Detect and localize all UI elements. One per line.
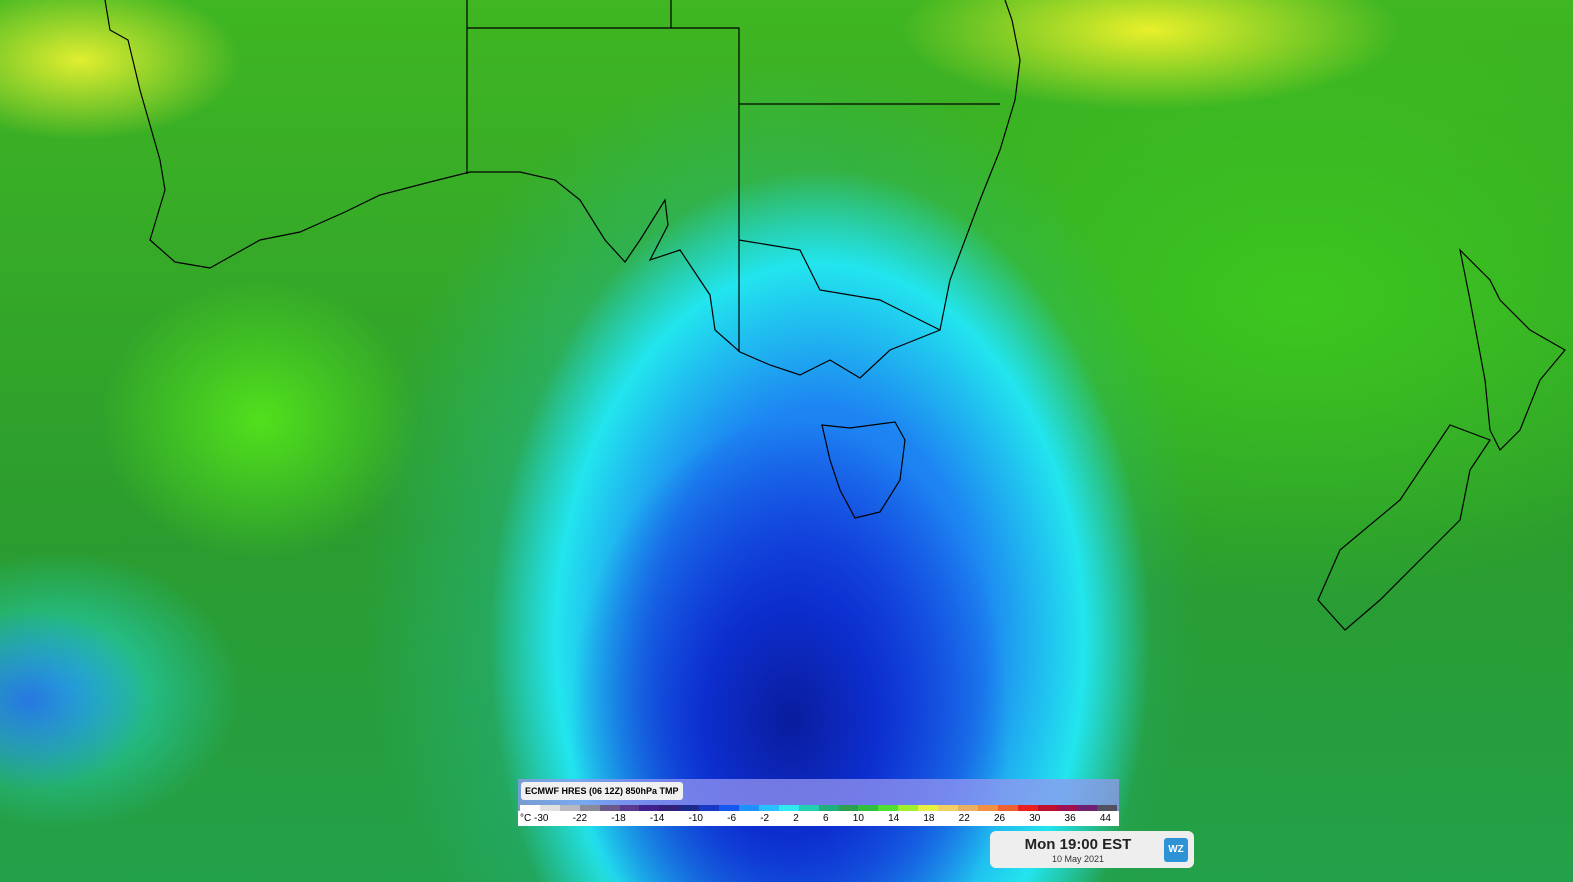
legend-swatch (599, 805, 620, 811)
legend-labels: °C -30 -22 -18 -14 -10 -6 -2 2 6 10 14 18 22 26 30 36 44 (518, 811, 1119, 826)
legend-swatch (778, 805, 799, 811)
legend-first: °C -30 (520, 813, 548, 824)
legend-swatch (798, 805, 819, 811)
legend-label: 18 (923, 813, 935, 824)
legend-label: 26 (993, 813, 1006, 824)
legend-label: -14 (649, 813, 665, 824)
legend-swatch (1097, 805, 1118, 811)
tasmania-coast (821, 421, 906, 519)
australia-coast (104, 0, 1021, 379)
legend-swatch (579, 805, 600, 811)
legend-label: -10 (688, 813, 703, 824)
legend-label: -18 (611, 813, 626, 824)
legend-swatch (659, 805, 680, 811)
legend-swatch (918, 805, 939, 811)
legend-swatch (699, 805, 720, 811)
legend-swatch (679, 805, 700, 811)
legend-label: 14 (888, 813, 900, 824)
logo[interactable]: WZ (1164, 838, 1188, 862)
legend-swatch (1037, 805, 1058, 811)
legend-label: -6 (727, 813, 737, 824)
legend-swatch (977, 805, 998, 811)
legend-label: 36 (1064, 813, 1076, 824)
legend-title: ECMWF HRES (06 12Z) 850hPa TMP (521, 782, 683, 800)
legend-swatch (758, 805, 779, 811)
valid-time: Mon 19:00 EST (1024, 836, 1132, 853)
legend-swatch (818, 805, 839, 811)
legend-swatch (957, 805, 978, 811)
legend-swatch (997, 805, 1018, 811)
valid-date: 10 May 2021 (1051, 854, 1105, 864)
legend-swatch (1017, 805, 1038, 811)
legend-swatch (559, 805, 580, 811)
legend-label: 22 (958, 813, 970, 824)
legend-swatch (838, 805, 859, 811)
legend-swatch (539, 805, 560, 811)
australia-borders (466, 0, 1000, 352)
new-zealand-coast (1317, 248, 1566, 631)
legend-label: 2 (793, 813, 799, 824)
legend-swatch (738, 805, 759, 811)
legend-label: 6 (823, 813, 829, 824)
legend-label: 44 (1099, 813, 1111, 824)
legend-label: -30 (534, 813, 549, 824)
legend-label: 30 (1029, 813, 1041, 824)
legend-swatch (878, 805, 899, 811)
legend-unit: °C (520, 813, 532, 824)
legend-swatch (520, 805, 540, 811)
legend-label: -22 (572, 813, 588, 824)
legend-swatch (719, 805, 739, 811)
legend-swatch (898, 805, 919, 811)
legend-swatch (619, 805, 640, 811)
legend-label: -2 (760, 813, 770, 824)
color-scale (520, 805, 1118, 811)
legend-swatch (1057, 805, 1078, 811)
legend: ECMWF HRES (06 12Z) 850hPa TMP °C -30 -22… (518, 779, 1119, 826)
legend-swatch (938, 805, 958, 811)
legend-swatch (1077, 805, 1098, 811)
legend-swatch (858, 805, 879, 811)
time-box: Mon 19:00 EST 10 May 2021 WZ (990, 831, 1194, 868)
legend-swatch (639, 805, 660, 811)
legend-label: 10 (852, 813, 864, 824)
